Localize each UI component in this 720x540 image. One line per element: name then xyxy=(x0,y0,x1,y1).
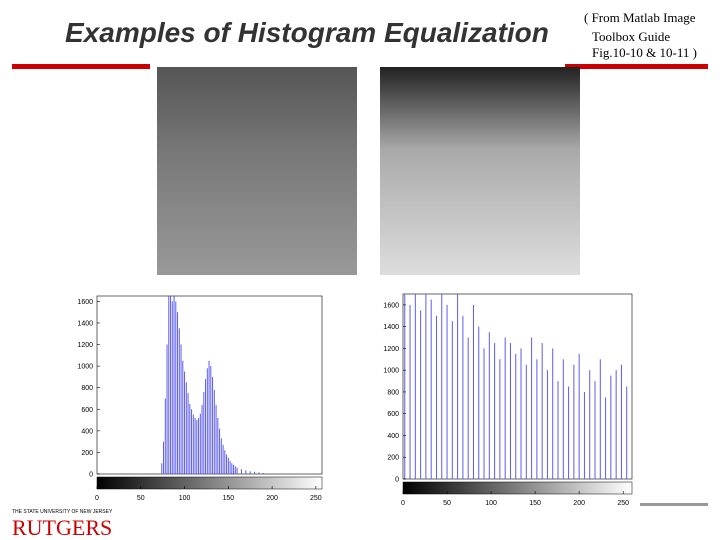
y-tick-label: 1200 xyxy=(77,342,93,349)
photo-original xyxy=(157,67,357,275)
x-tick-label: 250 xyxy=(617,500,629,507)
note-line: Fig.10-10 & 10-11 ) xyxy=(592,45,697,60)
y-tick-label: 1400 xyxy=(77,320,93,327)
plot-frame xyxy=(402,293,633,480)
note-line: ( From Matlab Image xyxy=(584,10,696,25)
x-tick-label: 50 xyxy=(137,495,145,502)
x-tick-label: 0 xyxy=(401,500,405,507)
y-tick-label: 800 xyxy=(387,389,399,396)
y-tick-label: 1000 xyxy=(77,364,93,371)
x-tick-label: 50 xyxy=(443,500,451,507)
logo: RUTGERS xyxy=(12,515,112,540)
colorbar xyxy=(402,481,633,495)
slide-title: Examples of Histogram Equalization xyxy=(65,17,549,48)
x-tick-label: 150 xyxy=(529,500,541,507)
y-tick-label: 200 xyxy=(387,455,399,462)
x-tick-label: 100 xyxy=(485,500,497,507)
y-tick-label: 600 xyxy=(387,411,399,418)
x-tick-label: 100 xyxy=(179,495,191,502)
y-tick-label: 400 xyxy=(81,428,93,435)
logo-subtitle: THE STATE UNIVERSITY OF NEW JERSEY xyxy=(12,509,113,515)
y-tick-label: 600 xyxy=(81,407,93,414)
x-tick-label: 200 xyxy=(573,500,585,507)
y-tick-label: 800 xyxy=(81,385,93,392)
colorbar xyxy=(96,476,323,490)
accent-bar xyxy=(12,64,150,69)
x-tick-label: 250 xyxy=(310,495,322,502)
y-tick-label: 1600 xyxy=(383,302,399,309)
y-tick-label: 0 xyxy=(89,472,93,479)
accent-bar xyxy=(565,64,708,69)
y-tick-label: 1000 xyxy=(383,368,399,375)
x-tick-label: 200 xyxy=(266,495,278,502)
y-tick-label: 0 xyxy=(395,477,399,484)
x-tick-label: 150 xyxy=(222,495,234,502)
y-tick-label: 200 xyxy=(81,450,93,457)
x-tick-label: 0 xyxy=(95,495,99,502)
note-line: Toolbox Guide xyxy=(592,29,670,44)
y-tick-label: 1600 xyxy=(77,299,93,306)
footer-bar xyxy=(640,503,708,506)
y-tick-label: 1200 xyxy=(383,346,399,353)
photo-equalized xyxy=(380,67,580,275)
y-tick-label: 400 xyxy=(387,433,399,440)
y-tick-label: 1400 xyxy=(383,324,399,331)
